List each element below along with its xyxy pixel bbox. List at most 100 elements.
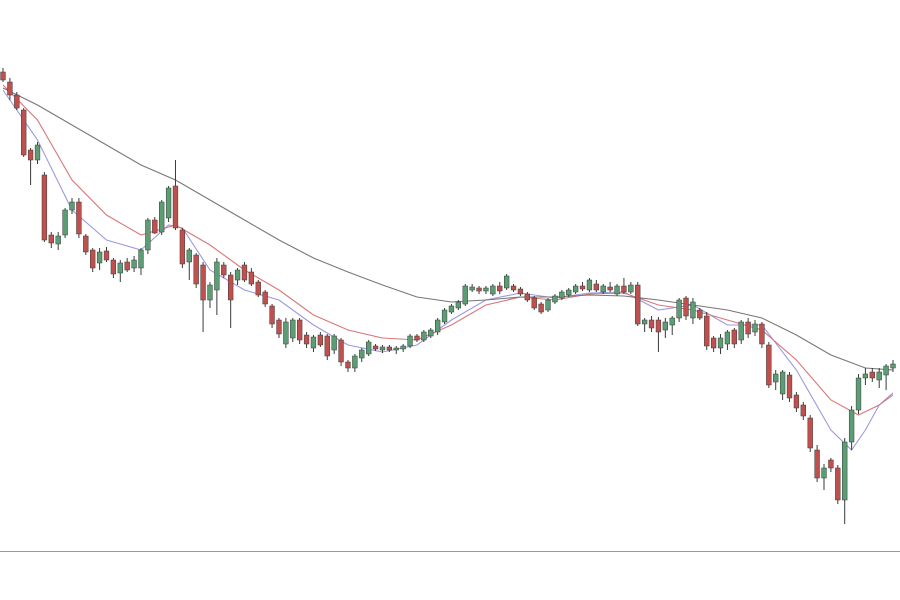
candle-body — [62, 209, 68, 236]
candle-body — [131, 259, 137, 269]
candle-body — [193, 254, 199, 285]
candle-body — [828, 459, 834, 469]
candle-body — [303, 334, 310, 345]
candle-body — [310, 336, 317, 349]
candle-body — [55, 235, 61, 245]
candle-body — [566, 289, 572, 296]
candle-body — [407, 335, 413, 347]
candle-body — [248, 271, 255, 285]
candle-body — [331, 335, 337, 351]
candle-body — [455, 301, 461, 309]
candle-body — [621, 285, 627, 293]
candle-body — [435, 319, 441, 333]
candle-body — [262, 291, 268, 305]
candle-body — [103, 250, 110, 261]
candle-body — [786, 374, 793, 399]
candle-body — [738, 321, 744, 341]
candle-body — [145, 219, 151, 251]
candle-body — [745, 321, 751, 335]
candle-body — [41, 174, 48, 241]
candle-body — [676, 299, 682, 319]
candle-body — [552, 295, 558, 303]
candle-body — [503, 275, 510, 289]
candle-body — [842, 441, 848, 501]
candle-body — [276, 319, 282, 335]
candle-body — [255, 281, 261, 296]
candle-body — [531, 297, 537, 309]
candle-body — [76, 201, 82, 235]
candle-body — [159, 201, 165, 233]
candle-body — [14, 94, 20, 109]
candle-body — [662, 321, 668, 331]
candle-body — [876, 371, 882, 381]
candle-body — [428, 329, 434, 337]
candle-body — [283, 321, 289, 345]
candle-body — [572, 285, 579, 293]
candle-body — [835, 467, 841, 501]
candle-body — [669, 317, 675, 326]
candle-body — [317, 334, 324, 346]
candle-body — [214, 261, 220, 291]
candle-body — [90, 249, 96, 269]
candle-body — [0, 71, 6, 81]
candle-body — [110, 259, 117, 275]
candle-body — [655, 319, 662, 333]
candle-body — [372, 345, 379, 350]
candle-body — [290, 319, 296, 339]
candle-body — [379, 346, 386, 351]
candle-body — [538, 303, 544, 313]
candle-body — [172, 185, 179, 229]
candle-body — [814, 449, 820, 479]
candle-body — [441, 309, 448, 323]
candle-body — [848, 409, 855, 443]
candle-body — [186, 249, 192, 263]
candle-body — [124, 261, 130, 271]
candle-body — [717, 337, 724, 349]
candle-body — [469, 286, 475, 291]
candle-body — [165, 187, 172, 219]
candle-body — [607, 286, 613, 291]
candle-body — [559, 291, 565, 299]
candle-body — [517, 288, 524, 295]
candle-body — [48, 234, 54, 244]
candle-body — [207, 284, 213, 301]
candle-body — [117, 262, 123, 274]
candle-body — [890, 363, 896, 369]
candle-body — [710, 337, 717, 349]
candle-body — [297, 319, 303, 341]
candle-body — [234, 269, 241, 281]
candle-body — [752, 323, 758, 333]
candle-body — [600, 285, 606, 293]
candle-body — [345, 361, 351, 369]
candle-body — [490, 285, 496, 295]
candle-body — [152, 219, 158, 234]
candle-body — [69, 201, 75, 211]
candle-body — [366, 341, 372, 355]
candle-body — [593, 283, 599, 291]
candle-body — [869, 371, 875, 379]
candle-body — [483, 287, 489, 292]
candle-body — [704, 315, 710, 347]
candle-body — [697, 309, 703, 319]
candle-body — [800, 404, 806, 417]
candle-body — [138, 249, 144, 269]
candle-body — [179, 229, 186, 265]
candle-body — [400, 345, 406, 350]
candle-body — [731, 329, 737, 345]
candle-body — [448, 305, 455, 313]
candle-body — [241, 264, 248, 281]
candle-body — [690, 301, 696, 319]
candle-body — [338, 339, 344, 363]
candle-body — [510, 285, 517, 291]
candle-body — [497, 285, 503, 292]
candle-body — [421, 331, 427, 341]
candle-body — [779, 371, 786, 395]
candle-body — [393, 347, 399, 351]
candle-body — [579, 285, 586, 290]
candle-body — [862, 373, 869, 379]
candle-body — [476, 287, 482, 292]
candle-body — [524, 293, 530, 301]
